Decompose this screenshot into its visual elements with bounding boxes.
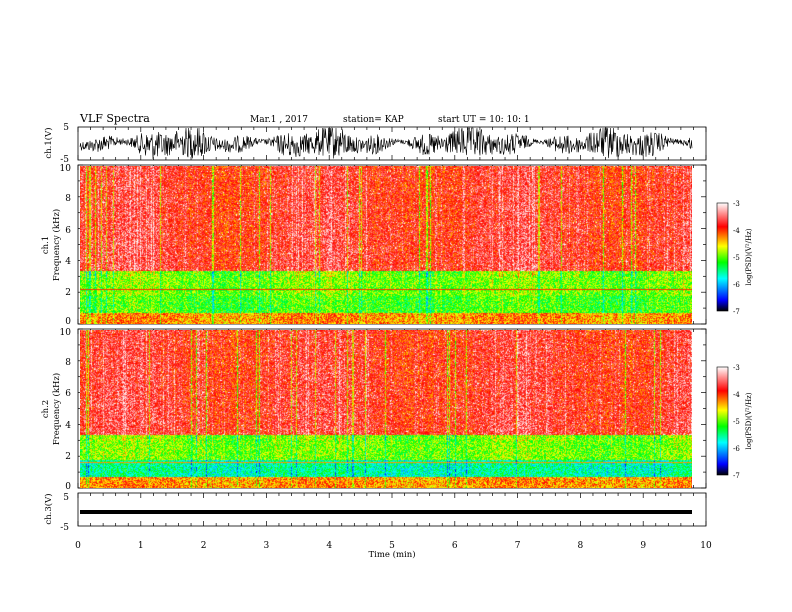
header-start-time: start UT = 10: 10: 1 xyxy=(438,115,530,125)
time-tick-label: 4 xyxy=(326,541,332,551)
ch2-colorbar: -3 -4 -5 -6 -7 log(PSD)(V²/Hz) xyxy=(716,364,753,480)
ch1-cbar-tick-m7: -7 xyxy=(733,308,740,316)
time-tick-label: 8 xyxy=(578,541,584,551)
ch2-colorbar-gradient xyxy=(716,366,729,476)
time-axis-label: Time (min) xyxy=(368,549,415,560)
ch2-freq-tick-6: 6 xyxy=(65,389,71,399)
ch1-colorbar-label: log(PSD)(V²/Hz) xyxy=(745,228,753,285)
ch1-waveform-line xyxy=(79,127,693,160)
time-tick-label: 10 xyxy=(700,541,712,551)
ch1-freq-tick-6: 6 xyxy=(65,226,71,236)
ch1-colorbar: -3 -4 -5 -6 -7 log(PSD)(V²/Hz) xyxy=(716,200,753,316)
ch1-cbar-tick-m4: -4 xyxy=(733,227,740,235)
ch2-freq-tick-10: 10 xyxy=(60,328,72,338)
ch2-cbar-tick-m7: -7 xyxy=(733,472,740,480)
ch3-ytick-top: 5 xyxy=(63,493,69,503)
ch1-waveform-ylabel: ch.1(V) xyxy=(43,127,54,158)
time-tick-label: 1 xyxy=(138,541,144,551)
time-tick-label: 7 xyxy=(515,541,521,551)
ch3-waveform-panel: 5 -5 ch.3(V) 0 1 2 3 4 5 6 7 8 9 10 Time (min) xyxy=(43,492,712,560)
ch1-cbar-tick-m6: -6 xyxy=(733,281,740,289)
ch1-freq-tick-4: 4 xyxy=(65,257,71,267)
header-station: station= KAP xyxy=(343,115,404,125)
ch2-freq-tick-2: 2 xyxy=(65,452,71,462)
header-date: Mar.1 , 2017 xyxy=(250,115,308,125)
figure-title: VLF Spectra xyxy=(79,112,150,125)
ch1-freq-tick-0: 0 xyxy=(65,317,71,327)
time-tick-label: 0 xyxy=(75,541,81,551)
ch1-colorbar-gradient xyxy=(716,202,729,312)
time-tick-label: 9 xyxy=(640,541,646,551)
time-tick-label: 2 xyxy=(201,541,207,551)
ch1-spectrogram-image xyxy=(80,166,692,324)
ch1-freq-tick-8: 8 xyxy=(65,194,71,204)
ch2-freq-tick-8: 8 xyxy=(65,358,71,368)
ch3-ytick-bottom: -5 xyxy=(60,523,69,533)
ch2-spectrogram-image xyxy=(80,330,692,488)
ch1-waveform-panel: 5 -5 ch.1(V) xyxy=(43,123,707,165)
ch2-freq-tick-4: 4 xyxy=(65,421,71,431)
ch3-flat-signal xyxy=(80,510,692,514)
ch2-spectrogram-ylabel: ch.2Frequency (kHz) xyxy=(41,373,62,445)
ch2-cbar-tick-m6: -6 xyxy=(733,445,740,453)
ch2-cbar-tick-m4: -4 xyxy=(733,391,740,399)
ch1-freq-tick-10: 10 xyxy=(60,164,72,174)
time-axis-tick-labels: 0 1 2 3 4 5 6 7 8 9 10 xyxy=(75,541,712,551)
ch2-cbar-tick-m3: -3 xyxy=(733,364,740,372)
ch1-waveform-ticks xyxy=(77,127,707,160)
ch2-freq-tick-0: 0 xyxy=(65,482,71,492)
ch1-cbar-tick-m5: -5 xyxy=(733,254,740,262)
ch2-colorbar-label: log(PSD)(V²/Hz) xyxy=(745,392,753,449)
ch1-cbar-tick-m3: -3 xyxy=(733,200,740,208)
ch3-waveform-ticks xyxy=(77,493,707,526)
time-tick-label: 5 xyxy=(389,541,395,551)
ch1-freq-tick-2: 2 xyxy=(65,288,71,298)
time-tick-label: 6 xyxy=(452,541,458,551)
ch3-waveform-ylabel: ch.3(V) xyxy=(43,493,54,524)
ch1-spectrogram-ylabel: ch.1Frequency (kHz) xyxy=(41,209,62,281)
ch2-cbar-tick-m5: -5 xyxy=(733,418,740,426)
ch1-ytick-bottom: -5 xyxy=(60,155,69,165)
ch1-ytick-top: 5 xyxy=(63,123,69,133)
time-tick-label: 3 xyxy=(264,541,270,551)
